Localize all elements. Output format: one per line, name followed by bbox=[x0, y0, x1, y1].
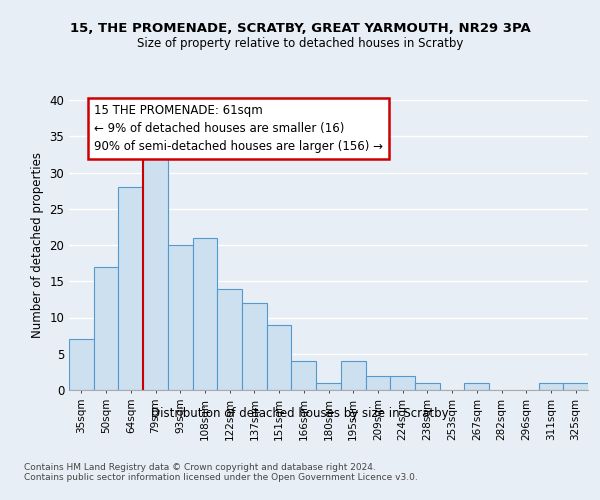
Bar bbox=[464, 383, 489, 390]
Text: Contains HM Land Registry data © Crown copyright and database right 2024.
Contai: Contains HM Land Registry data © Crown c… bbox=[24, 462, 418, 482]
Bar bbox=[242, 303, 267, 390]
Bar bbox=[316, 383, 341, 390]
Bar bbox=[217, 288, 242, 390]
Bar bbox=[563, 383, 588, 390]
Bar bbox=[390, 376, 415, 390]
Text: Size of property relative to detached houses in Scratby: Size of property relative to detached ho… bbox=[137, 38, 463, 51]
Bar bbox=[341, 361, 365, 390]
Bar bbox=[292, 361, 316, 390]
Bar bbox=[415, 383, 440, 390]
Bar bbox=[94, 267, 118, 390]
Y-axis label: Number of detached properties: Number of detached properties bbox=[31, 152, 44, 338]
Bar bbox=[118, 187, 143, 390]
Bar bbox=[143, 151, 168, 390]
Text: 15, THE PROMENADE, SCRATBY, GREAT YARMOUTH, NR29 3PA: 15, THE PROMENADE, SCRATBY, GREAT YARMOU… bbox=[70, 22, 530, 36]
Bar bbox=[365, 376, 390, 390]
Text: Distribution of detached houses by size in Scratby: Distribution of detached houses by size … bbox=[151, 408, 449, 420]
Bar bbox=[267, 325, 292, 390]
Bar bbox=[193, 238, 217, 390]
Bar bbox=[168, 245, 193, 390]
Bar bbox=[69, 339, 94, 390]
Text: 15 THE PROMENADE: 61sqm
← 9% of detached houses are smaller (16)
90% of semi-det: 15 THE PROMENADE: 61sqm ← 9% of detached… bbox=[94, 104, 383, 152]
Bar bbox=[539, 383, 563, 390]
